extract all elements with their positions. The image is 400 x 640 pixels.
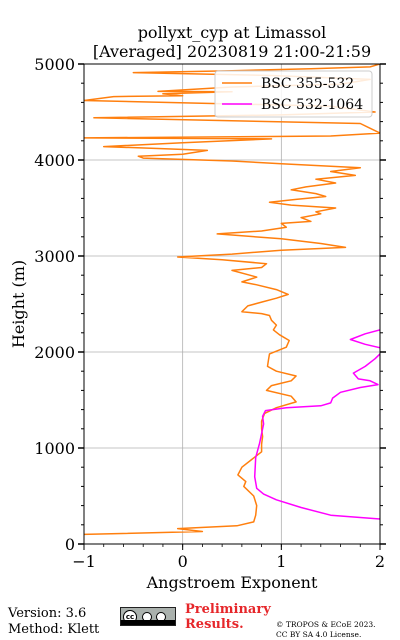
x-tick-label: 2 bbox=[375, 552, 385, 571]
copyright-text: © TROPOS & ECoE 2023. CC BY SA 4.0 Licen… bbox=[276, 620, 376, 640]
series-line-1 bbox=[84, 64, 380, 536]
preliminary-line2: Results. bbox=[185, 617, 244, 632]
series-line-2 bbox=[253, 329, 380, 520]
version-text: Version: 3.6 bbox=[8, 606, 87, 621]
x-tick-label: 0 bbox=[178, 552, 188, 571]
plot-frame bbox=[83, 63, 381, 545]
copyright-line2: CC BY SA 4.0 License. bbox=[276, 630, 362, 639]
legend-box bbox=[214, 70, 373, 118]
y-tick-label: 1000 bbox=[34, 439, 75, 458]
y-tick-label: 2000 bbox=[34, 343, 75, 362]
y-tick-label: 3000 bbox=[34, 247, 75, 266]
legend-label: BSC 532-1064 bbox=[261, 97, 363, 113]
preliminary-results-text: Preliminary Results. bbox=[185, 602, 271, 632]
y-tick-label: 0 bbox=[65, 535, 75, 554]
y-tick-label: 4000 bbox=[34, 151, 75, 170]
legend: BSC 355-532 BSC 532-1064 bbox=[214, 70, 373, 118]
legend-label: BSC 355-532 bbox=[261, 76, 354, 92]
y-axis-label: Height (m) bbox=[9, 260, 28, 348]
x-axis-label: Angstroem Exponent bbox=[146, 573, 318, 592]
x-tick-label: 1 bbox=[276, 552, 286, 571]
preliminary-line1: Preliminary bbox=[185, 602, 271, 617]
chart-title-line1: pollyxt_cyp at Limassol bbox=[138, 23, 327, 42]
cc-license-badge: cc bbox=[120, 607, 176, 626]
method-text: Method: Klett bbox=[8, 622, 100, 637]
series-lines bbox=[84, 64, 380, 536]
badge-bar bbox=[121, 620, 175, 625]
y-tick-label: 5000 bbox=[34, 55, 75, 74]
x-tick-label: −1 bbox=[72, 552, 96, 571]
chart-title-line2: [Averaged] 20230819 21:00-21:59 bbox=[93, 42, 371, 61]
copyright-line1: © TROPOS & ECoE 2023. bbox=[276, 620, 376, 629]
